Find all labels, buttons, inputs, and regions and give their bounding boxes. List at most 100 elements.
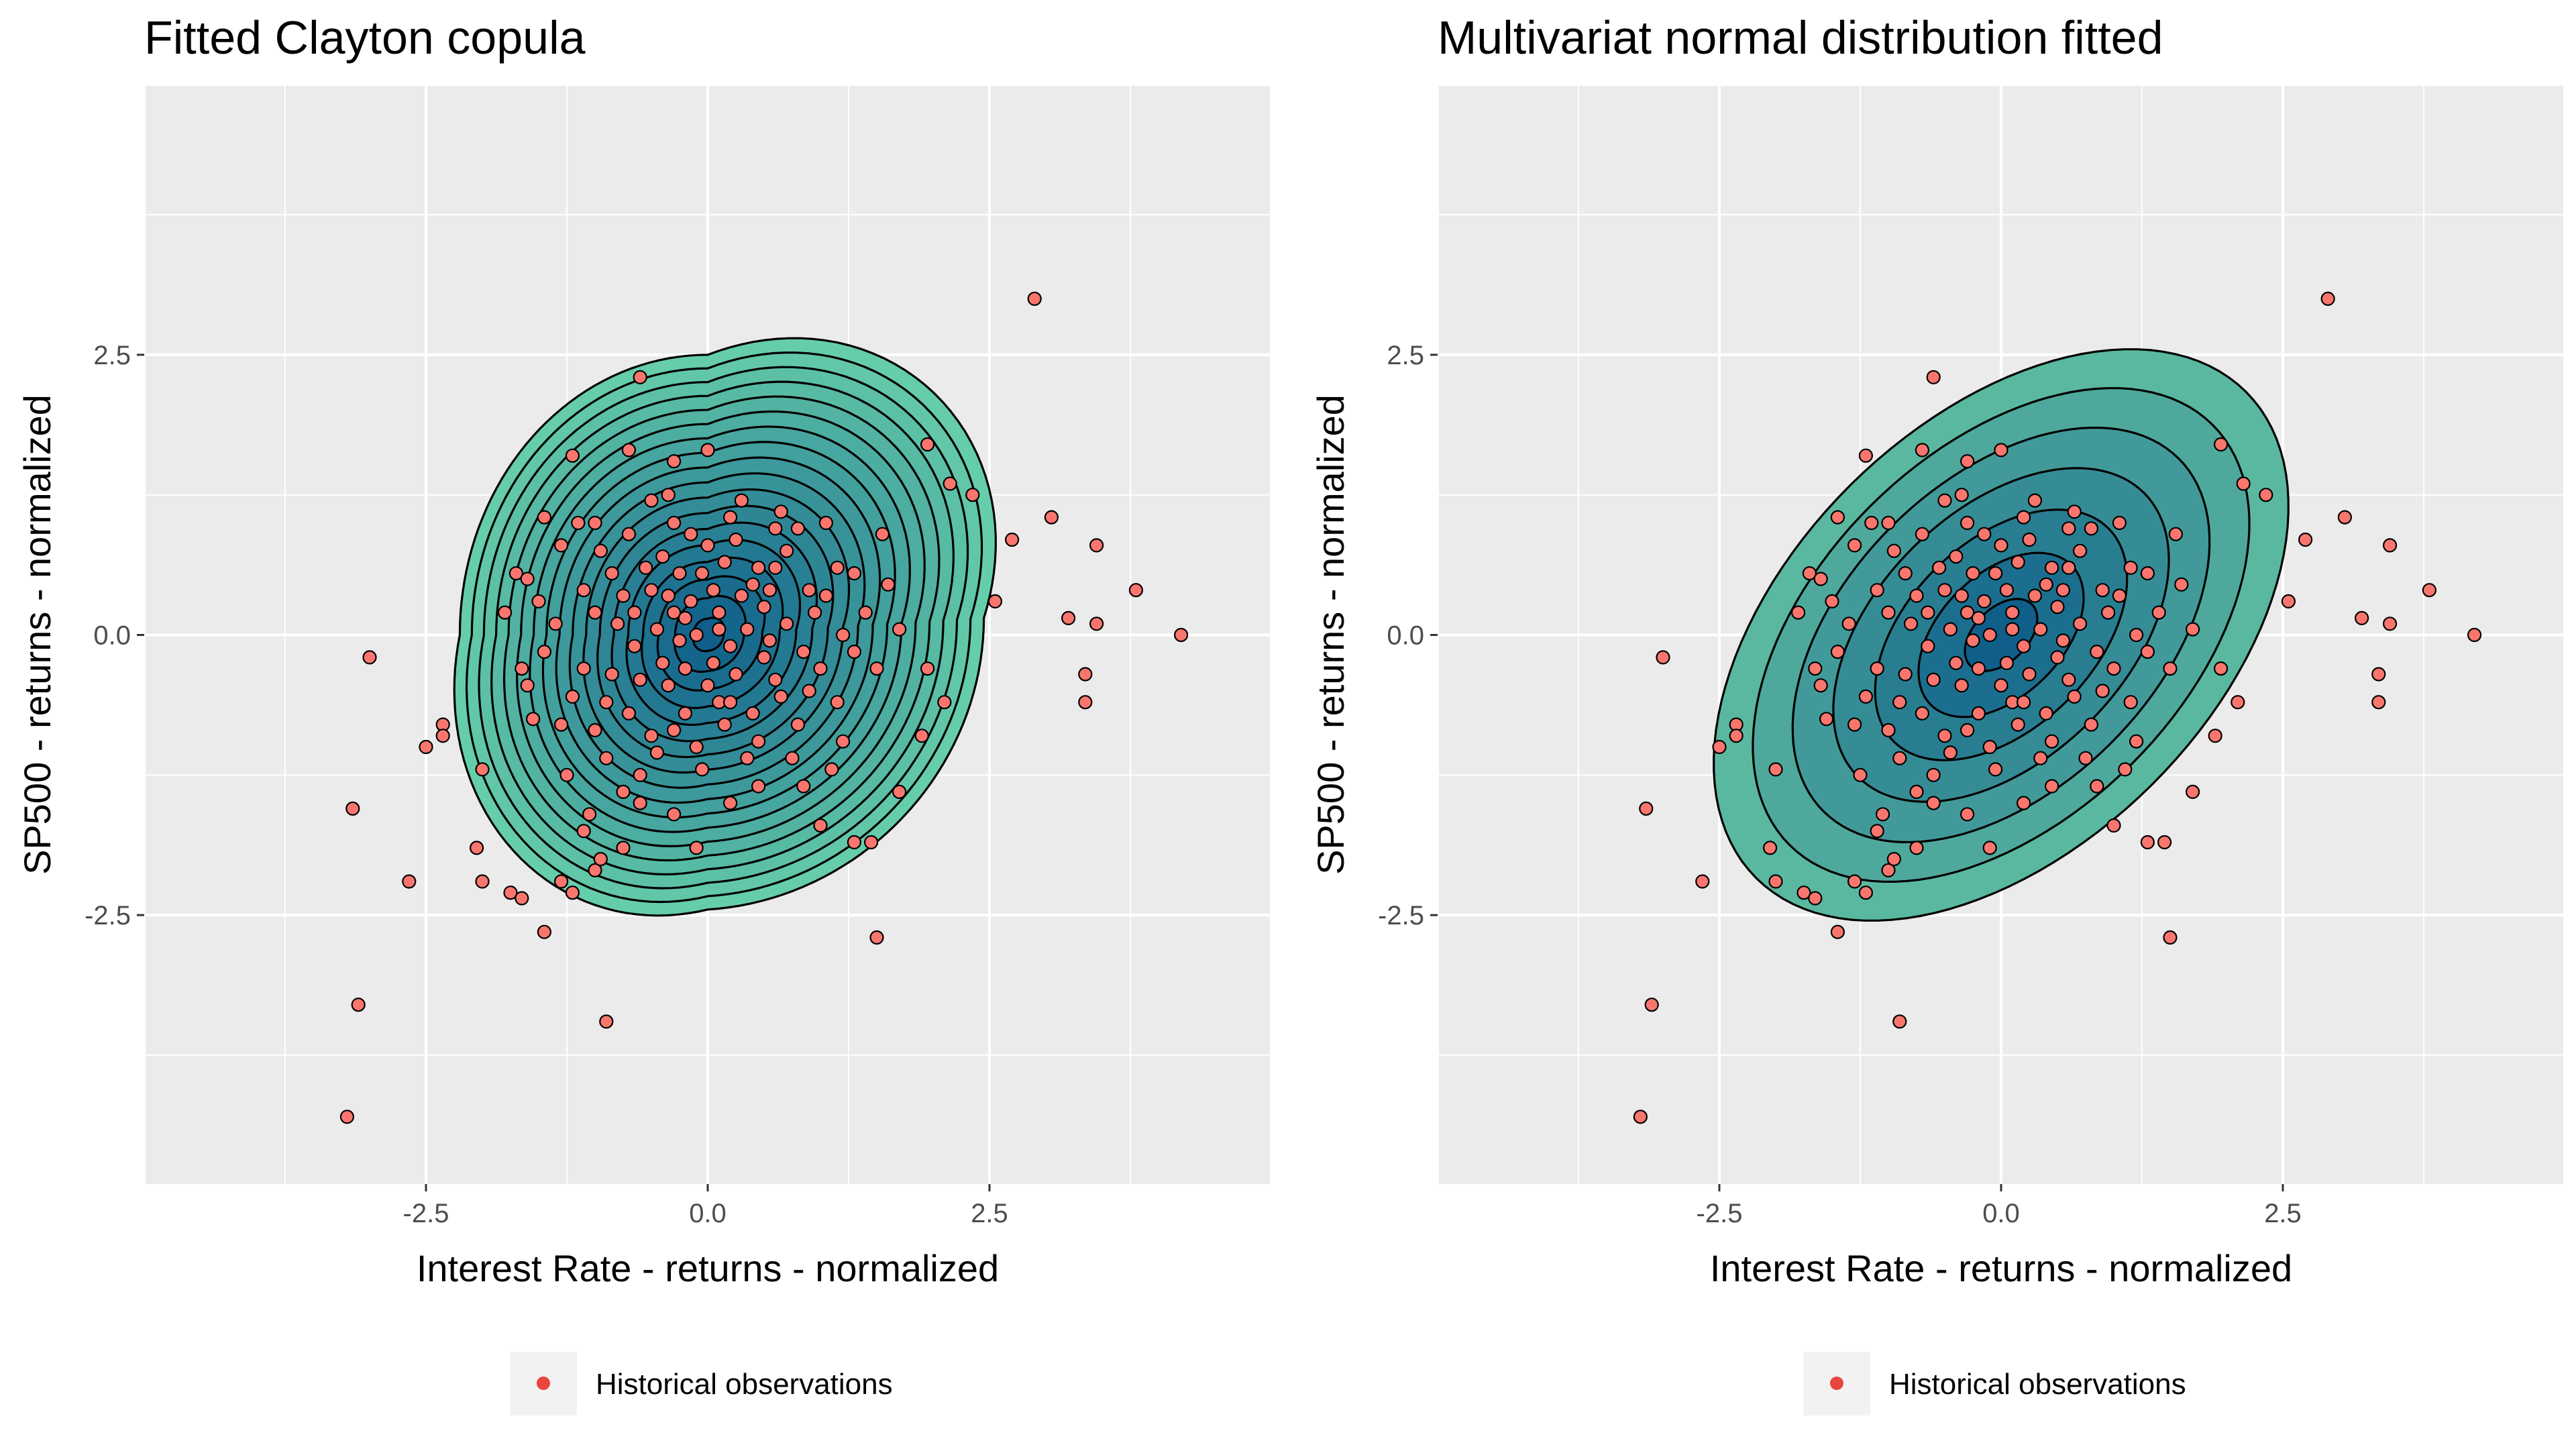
observation-point xyxy=(1768,874,1783,889)
observation-point xyxy=(1813,678,1828,693)
observation-point xyxy=(2382,538,2398,553)
observation-point xyxy=(1926,672,1941,687)
observation-point xyxy=(943,476,957,491)
observation-point xyxy=(666,807,682,822)
observation-points xyxy=(339,291,1189,1124)
observation-point xyxy=(1909,784,1924,800)
observation-point xyxy=(1960,722,1975,738)
legend: Historical observations xyxy=(1803,1352,2186,1415)
observation-point xyxy=(1909,841,1924,855)
observation-point xyxy=(435,729,450,743)
observation-point xyxy=(937,695,952,710)
observation-point xyxy=(818,588,834,603)
observation-point xyxy=(2174,577,2189,592)
chart-title: Multivariat normal distribution fitted xyxy=(1438,11,2163,64)
observation-point xyxy=(1926,767,1941,782)
observation-point xyxy=(565,689,580,704)
observation-point xyxy=(537,644,552,659)
observation-point xyxy=(2106,661,2121,676)
observation-point xyxy=(1982,841,1997,855)
observation-point xyxy=(616,841,631,855)
observation-point xyxy=(599,751,614,765)
observation-point xyxy=(2033,622,2048,637)
x-tick-label: -2.5 xyxy=(403,1199,449,1228)
observation-point xyxy=(1921,605,1935,620)
legend-label: Historical observations xyxy=(596,1368,893,1401)
observation-point xyxy=(1949,655,1964,670)
observation-point xyxy=(1858,885,1874,900)
observation-point xyxy=(2039,706,2053,721)
observation-point xyxy=(576,824,591,839)
observation-point xyxy=(1128,583,1144,598)
observation-point xyxy=(768,521,783,536)
observation-point xyxy=(525,712,541,727)
observation-point xyxy=(1875,807,1890,822)
observation-point xyxy=(740,622,755,637)
observation-point xyxy=(2168,527,2184,541)
observation-point xyxy=(576,583,591,598)
plot-area-gaussian xyxy=(1438,86,2565,1184)
observation-point xyxy=(1915,527,1930,541)
observation-point xyxy=(666,515,682,531)
observation-point xyxy=(678,661,693,676)
observation-point xyxy=(2259,488,2273,502)
observation-point xyxy=(666,605,682,620)
observation-point xyxy=(2112,515,2127,531)
observation-point xyxy=(751,734,766,749)
observation-point xyxy=(729,532,743,547)
observation-point xyxy=(694,566,710,581)
observation-point xyxy=(830,695,845,710)
observation-point xyxy=(790,521,806,536)
y-tick-label: -2.5 xyxy=(1378,901,1424,930)
observation-point xyxy=(773,689,788,704)
observation-point xyxy=(2163,661,2178,676)
observation-point xyxy=(1994,538,2008,553)
observation-point xyxy=(1881,722,1896,738)
observation-point xyxy=(1853,767,1868,782)
observation-point xyxy=(745,577,760,592)
observation-point xyxy=(2185,622,2200,637)
observation-point xyxy=(1949,549,1964,564)
observation-point xyxy=(1982,627,1997,643)
y-tick-label: 2.5 xyxy=(1387,341,1424,370)
observation-point xyxy=(553,717,569,732)
observation-point xyxy=(588,515,602,531)
observation-point xyxy=(892,622,907,637)
observation-point xyxy=(2061,521,2076,536)
observation-point xyxy=(2022,667,2037,682)
y-tick-label: -2.5 xyxy=(85,901,131,930)
observation-point xyxy=(666,453,682,469)
observation-point xyxy=(610,616,625,631)
observation-point xyxy=(1977,527,1992,541)
observation-point xyxy=(503,885,518,900)
observation-point xyxy=(649,745,665,760)
observation-point xyxy=(1796,885,1811,900)
observation-point xyxy=(2084,521,2099,536)
x-tick-label: 2.5 xyxy=(2264,1199,2302,1228)
y-axis-label: SP500 - returns - normalized xyxy=(16,394,58,875)
observation-point xyxy=(1044,510,1059,525)
observation-point xyxy=(2044,779,2059,794)
observation-point xyxy=(773,504,788,519)
observation-point xyxy=(2067,504,2082,519)
observation-point xyxy=(745,706,760,721)
observation-point xyxy=(1729,729,1743,743)
observation-point xyxy=(847,566,862,581)
observation-point xyxy=(1915,706,1930,721)
observation-point xyxy=(621,706,637,721)
observation-point xyxy=(1971,610,1986,626)
observation-point xyxy=(537,510,552,525)
observation-point xyxy=(2050,650,2065,665)
observation-point xyxy=(1819,712,1834,727)
observation-point xyxy=(1802,566,1817,581)
observation-point xyxy=(757,600,771,614)
observation-point xyxy=(1898,566,1913,581)
observation-point xyxy=(722,510,738,525)
observation-point xyxy=(559,767,574,782)
observation-point xyxy=(818,515,834,531)
y-axis-ticks: -2.5 0.0 2.5 xyxy=(85,341,144,930)
observation-point xyxy=(2129,627,2144,643)
observation-point xyxy=(1881,515,1896,531)
observation-point xyxy=(1847,874,1862,889)
observation-point xyxy=(362,650,377,665)
